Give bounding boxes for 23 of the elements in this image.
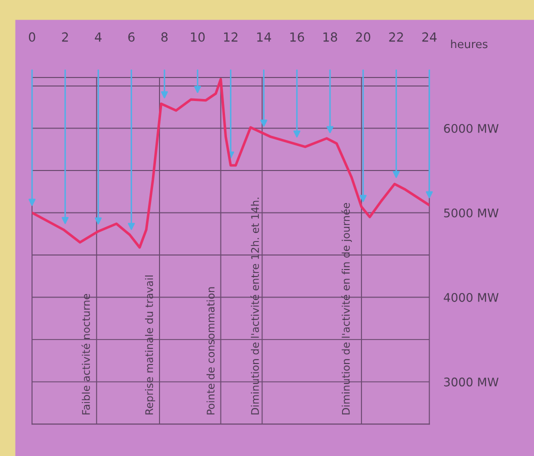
- x-tick-label: 12: [224, 32, 238, 42]
- annotation: Pointe de consommation: [206, 287, 215, 414]
- x-tick-label: 8: [161, 32, 168, 42]
- annotation: Faible activité nocturne: [81, 294, 90, 414]
- annotation: Reprise matinale du travail: [145, 276, 156, 414]
- x-tick-label: 2: [62, 32, 68, 42]
- x-tick-label: 4: [94, 32, 102, 42]
- x-tick-label: 10: [191, 32, 205, 42]
- x-tick-label: 14: [257, 32, 272, 42]
- x-tick-label: 16: [290, 32, 304, 42]
- annotation: Diminution de l'activité en fin de journée: [341, 202, 352, 414]
- y-tick-label: 3000 MW: [444, 378, 498, 386]
- y-tick-label: 4000 MW: [444, 293, 498, 302]
- annotation: Diminution de l'activité entre 12h. et 14h.: [250, 198, 259, 414]
- y-tick-label: 5000 MW: [444, 208, 498, 218]
- y-tick-label: 6000 MW: [444, 124, 498, 133]
- x-tick-label: 24: [422, 32, 437, 42]
- x-tick-label: 6: [128, 32, 135, 42]
- x-axis-title: heures: [451, 40, 488, 48]
- x-tick-label: 22: [389, 32, 403, 42]
- x-tick-label: 0: [28, 32, 36, 42]
- x-tick-label: 18: [323, 32, 338, 42]
- x-tick-label: 20: [356, 32, 370, 42]
